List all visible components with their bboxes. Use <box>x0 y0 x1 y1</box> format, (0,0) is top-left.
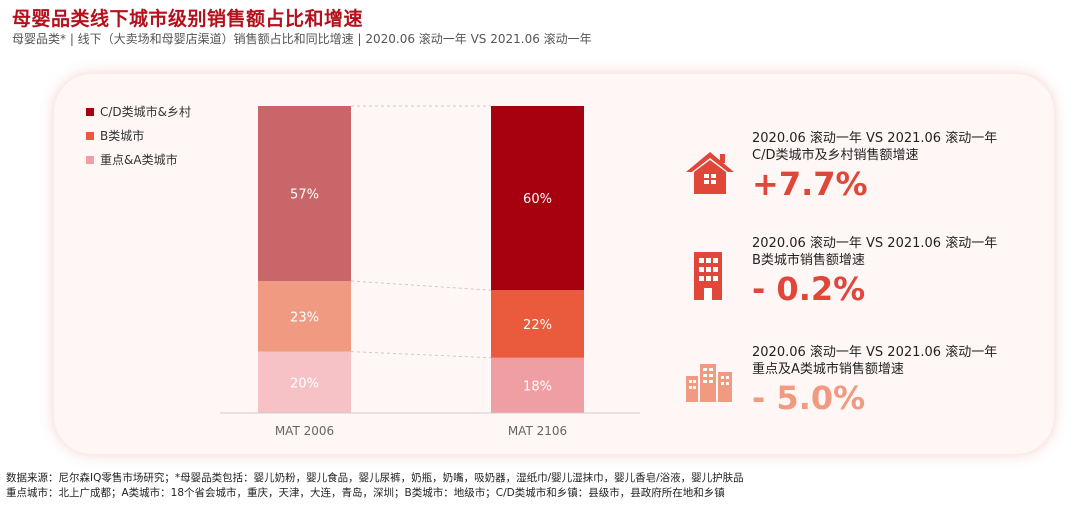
metric-cd-growth: 2020.06 滚动一年 VS 2021.06 滚动一年 C/D类城市及乡村销售… <box>752 130 1052 204</box>
page-title: 母婴品类线下城市级别销售额占比和增速 <box>12 8 364 30</box>
legend-label: C/D类城市&乡村 <box>100 104 191 119</box>
metric-value: +7.7% <box>752 165 868 203</box>
bar-segment <box>258 351 351 413</box>
metric-name: 重点及A类城市销售额增速 <box>752 362 904 377</box>
metric-period: 2020.06 滚动一年 VS 2021.06 滚动一年 <box>752 345 998 360</box>
bar-segment <box>491 290 584 358</box>
legend-swatch <box>86 108 94 116</box>
footnote-definitions: 重点城市：北上广成都；A类城市：18个省会城市，重庆，天津，大连，青岛，深圳；B… <box>6 487 725 499</box>
building-icon <box>692 250 724 306</box>
legend-label: B类城市 <box>100 128 144 143</box>
bar-data-label: 60% <box>523 192 552 207</box>
bar-data-label: 20% <box>290 376 319 391</box>
metric-value: - 5.0% <box>752 379 866 417</box>
bar-segment <box>258 280 351 352</box>
legend-swatch <box>86 132 94 140</box>
category-label: MAT 2006 <box>275 424 334 438</box>
bar-data-label: 18% <box>523 379 552 394</box>
metric-period: 2020.06 滚动一年 VS 2021.06 滚动一年 <box>752 131 998 146</box>
city-skyline-icon <box>684 362 734 406</box>
house-icon <box>684 150 736 200</box>
metric-b-growth: 2020.06 滚动一年 VS 2021.06 滚动一年 B类城市销售额增速 -… <box>752 235 1052 309</box>
category-label: MAT 2106 <box>508 424 567 438</box>
bar-data-label: 57% <box>290 187 319 202</box>
bar-segment <box>258 106 351 281</box>
bar-segment <box>491 106 584 291</box>
connector-line <box>350 280 492 291</box>
bar-data-label: 22% <box>523 318 552 333</box>
metric-period: 2020.06 滚动一年 VS 2021.06 滚动一年 <box>752 236 998 251</box>
legend-label: 重点&A类城市 <box>100 152 178 167</box>
metric-name: B类城市销售额增速 <box>752 253 865 268</box>
page-subtitle: 母婴品类* | 线下（大卖场和母婴店渠道）销售额占比和同比增速 | 2020.0… <box>12 32 592 46</box>
footnote-source: 数据来源：尼尔森IQ零售市场研究；*母婴品类包括：婴儿奶粉，婴儿食品，婴儿尿裤，… <box>6 472 744 484</box>
bar-data-label: 23% <box>290 310 319 325</box>
connector-line <box>350 351 492 359</box>
metric-a-growth: 2020.06 滚动一年 VS 2021.06 滚动一年 重点及A类城市销售额增… <box>752 344 1052 418</box>
metric-value: - 0.2% <box>752 270 866 308</box>
bar-segment <box>491 357 584 413</box>
legend-swatch <box>86 156 94 164</box>
metric-name: C/D类城市及乡村销售额增速 <box>752 148 919 163</box>
